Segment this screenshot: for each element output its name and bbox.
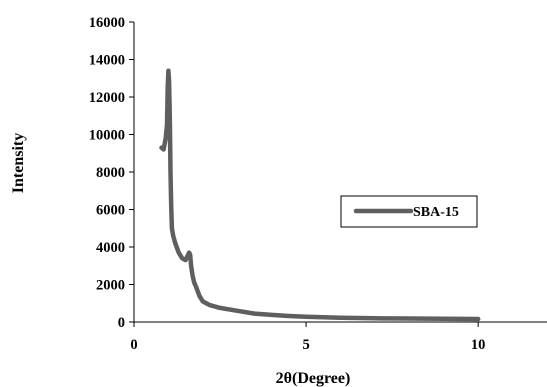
y-tick-label: 14000 xyxy=(89,53,125,69)
series-line-sba-15 xyxy=(162,71,479,319)
y-tick-label: 12000 xyxy=(89,90,125,106)
y-tick-label: 2000 xyxy=(96,278,125,294)
x-axis-title: 2θ(Degree) xyxy=(276,370,351,387)
axes: 0 2000 4000 6000 8000 10000 12000 14000 16000 0 5 1… xyxy=(89,15,547,353)
y-tick-label: 16000 xyxy=(89,15,125,31)
plot-area xyxy=(162,71,479,319)
x-tick-label: 0 xyxy=(130,337,137,353)
x-tick-label: 10 xyxy=(471,337,486,353)
y-tick-label: 6000 xyxy=(96,203,125,219)
y-tick-label: 10000 xyxy=(89,128,125,144)
legend: SBA-15 xyxy=(341,196,477,227)
legend-label: SBA-15 xyxy=(413,205,459,220)
y-tick-label: 0 xyxy=(118,315,125,331)
y-tick-label: 8000 xyxy=(96,165,125,181)
x-tick-label: 5 xyxy=(302,337,309,353)
y-axis-title: Intensity xyxy=(10,133,27,193)
y-tick-label: 4000 xyxy=(96,240,125,256)
